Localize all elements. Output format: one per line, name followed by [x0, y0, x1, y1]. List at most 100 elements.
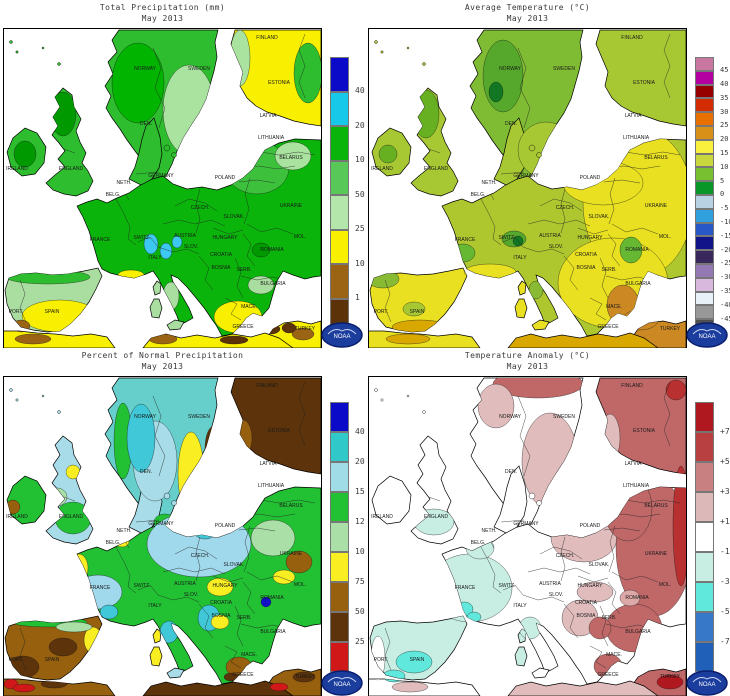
noaa-logo: NOAA	[321, 322, 363, 348]
legend-swatch	[695, 277, 714, 292]
country-label: POLAND	[215, 523, 236, 529]
legend-swatch	[330, 492, 349, 522]
country-label: SPAIN	[410, 309, 425, 315]
country-label: AUSTRIA	[174, 233, 196, 239]
legend-swatch	[330, 126, 349, 161]
country-border	[607, 581, 621, 615]
country-label: ROMANIA	[625, 595, 649, 601]
legend-tick-label: -1	[720, 546, 730, 556]
country-label: BELG.	[106, 540, 121, 546]
noaa-logo-seal	[686, 322, 728, 348]
country-label: DEN.	[140, 121, 152, 127]
country-label: LITHUANIA	[258, 483, 285, 489]
country-label: NORWAY	[499, 414, 522, 420]
country-label: BELARUS	[644, 503, 668, 509]
small-island	[374, 388, 378, 392]
legend-swatch	[695, 126, 714, 140]
country-label: ESTONIA	[633, 80, 656, 86]
country-border	[242, 233, 256, 267]
country-label: GERMANY	[148, 173, 174, 179]
country-border	[212, 227, 244, 235]
legend-tick-label: 200	[355, 456, 365, 466]
small-island	[374, 40, 378, 44]
legend-tick-label: 50	[355, 189, 365, 199]
country-label: SLOVAK.	[588, 562, 609, 568]
legend-swatch	[330, 522, 349, 552]
country-border	[224, 645, 242, 669]
legend-swatch	[695, 236, 714, 251]
country-border	[384, 279, 392, 323]
country-label: SPAIN	[410, 657, 425, 663]
country-label: IRELAND	[371, 166, 393, 172]
country-label: NETH.	[482, 528, 497, 534]
country-label: SWITZ.	[499, 583, 516, 589]
country-border	[527, 219, 591, 227]
legend-tick-label: -5	[720, 606, 730, 616]
panel-average-temperature: Average Temperature (°C) May 2013 NORWAY…	[365, 0, 730, 348]
country-label: GERMANY	[513, 173, 539, 179]
noaa-logo-gull	[692, 677, 722, 683]
country-label: BELG.	[471, 192, 486, 198]
country-label: CROATIA	[575, 600, 598, 606]
legend-tick-label: 25	[355, 224, 365, 234]
country-label: UKRAINE	[280, 551, 303, 557]
country-label: SERB.	[601, 615, 616, 621]
contour-blob	[391, 681, 429, 693]
country-border	[589, 297, 607, 321]
legend-tick-label: 40	[720, 80, 729, 89]
small-island	[528, 492, 536, 500]
small-island	[171, 152, 177, 158]
country-border	[234, 257, 244, 299]
europe-map-percent-of-normal-precipitation: NORWAY SWEDEN FINLAND ESTONIA LATVIA LITHUANI…	[3, 376, 322, 696]
legend-swatch	[695, 264, 714, 278]
country-label: SLOV.	[549, 244, 563, 250]
country-label: BELARUS	[279, 155, 303, 161]
country-label: PORT.	[9, 657, 24, 663]
legend-tick-label: 75	[355, 576, 365, 586]
contour-blob	[482, 39, 524, 113]
country-border	[234, 605, 244, 647]
panel-temperature-anomaly: Temperature Anomaly (°C) May 2013 NORWAY…	[365, 348, 730, 696]
legend-tick-label: 20	[720, 135, 729, 144]
small-island	[57, 62, 61, 66]
legend-swatch	[695, 612, 714, 642]
legend-swatch	[695, 492, 714, 522]
country-label: CROATIA	[210, 600, 233, 606]
country-label: ITALY	[148, 255, 162, 261]
legend-swatch	[330, 462, 349, 492]
country-border	[243, 177, 251, 225]
country-label: SLOV.	[184, 592, 198, 598]
contour-blob	[395, 650, 433, 674]
country-label: SWITZ.	[134, 583, 151, 589]
contour-blob	[55, 621, 93, 633]
legend-tick-label: +5	[720, 456, 730, 466]
contour-blob	[528, 280, 544, 300]
country-border	[611, 223, 659, 235]
region-corsica	[152, 280, 162, 296]
country-border	[599, 257, 609, 299]
legend-swatch	[695, 642, 714, 672]
legend-swatch	[695, 139, 714, 154]
legend-swatch	[330, 229, 349, 264]
contour-blob	[488, 81, 504, 103]
legend-tick-label: 50	[355, 606, 365, 616]
country-border	[298, 33, 306, 99]
contour-blob	[272, 569, 296, 585]
region-corsica	[517, 280, 527, 296]
legend-swatch	[330, 402, 349, 432]
country-label: ENGLAND	[59, 166, 84, 172]
contour-blob	[477, 383, 515, 429]
country-label: FRANCE	[90, 237, 111, 243]
country-label: SLOVAK.	[588, 214, 609, 220]
map-frame	[368, 28, 687, 348]
noaa-logo-gull	[327, 677, 357, 683]
country-border	[603, 179, 641, 184]
country-label: MOL.	[659, 234, 671, 240]
panel-title: Total Precipitation (mm)	[99, 3, 226, 12]
region-africa_e	[507, 680, 659, 696]
small-island	[57, 410, 61, 414]
contour-blob	[672, 465, 686, 587]
region-africa_e	[142, 332, 294, 348]
country-label: DEN.	[140, 469, 152, 475]
country-border	[246, 223, 294, 235]
